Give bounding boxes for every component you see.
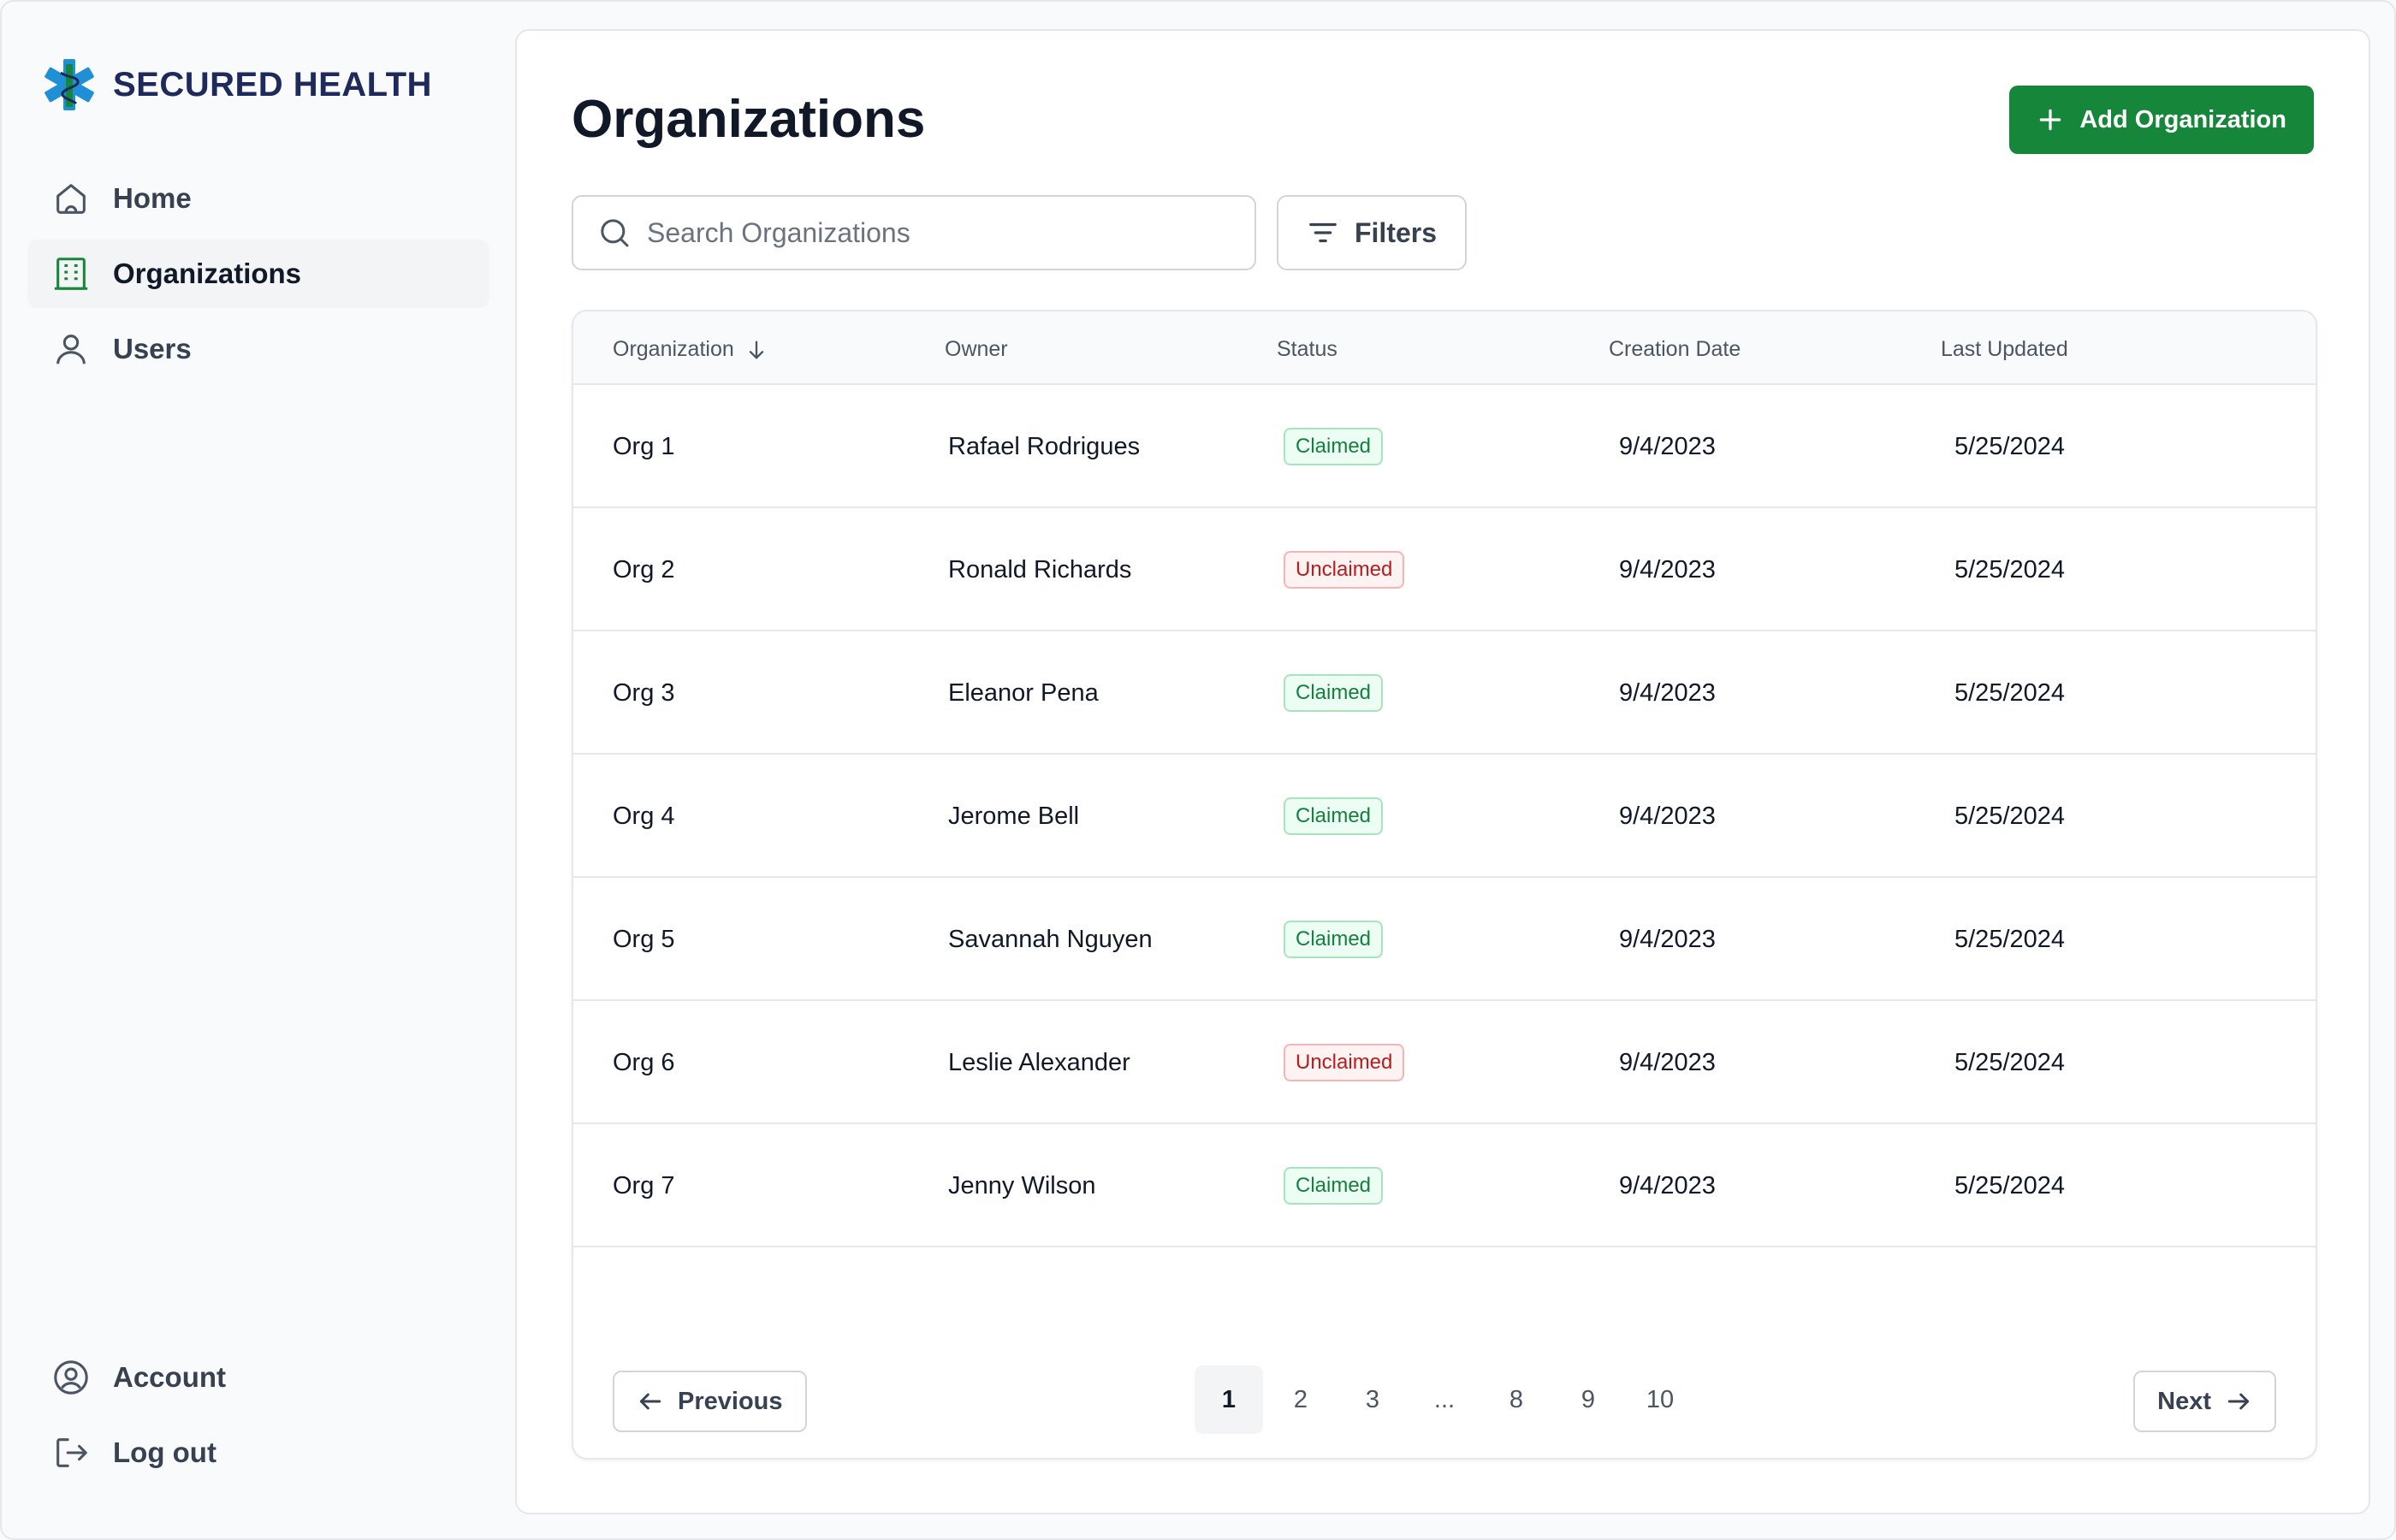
column-last-updated[interactable]: Last Updated	[1941, 337, 2068, 361]
cell-owner: Rafael Rodrigues	[948, 433, 1141, 460]
arrow-left-icon	[639, 1393, 661, 1410]
cell-creation-date: 9/4/2023	[1619, 926, 1716, 953]
status-badge: Unclaimed	[1284, 1044, 1405, 1081]
arrow-right-icon	[2227, 1393, 2250, 1410]
status-badge: Claimed	[1284, 674, 1384, 712]
search-icon	[601, 219, 629, 247]
table-row[interactable]: Org 4 Jerome Bell Claimed 9/4/2023 5/25/2024	[573, 755, 2316, 878]
medical-star-icon	[44, 59, 94, 110]
next-page-button[interactable]: Next	[2133, 1371, 2276, 1432]
logout-icon	[56, 1438, 87, 1467]
previous-label: Previous	[678, 1387, 783, 1415]
cell-organization: Org 3	[613, 679, 675, 707]
main-panel: Organizations Add Organization Filters	[515, 29, 2370, 1514]
sidebar-item-label: Users	[113, 333, 192, 364]
sidebar-item-organizations[interactable]: Organizations	[27, 240, 489, 308]
building-icon	[54, 258, 88, 290]
table-row[interactable]: Org 7 Jenny Wilson Claimed 9/4/2023 5/25/202…	[573, 1124, 2316, 1247]
cell-organization: Org 2	[613, 556, 675, 583]
page-title: Organizations	[572, 90, 926, 149]
home-icon	[56, 184, 86, 214]
cell-creation-date: 9/4/2023	[1619, 1049, 1716, 1076]
cell-last-updated: 5/25/2024	[1954, 556, 2066, 583]
cell-creation-date: 9/4/2023	[1619, 679, 1716, 707]
page-number-button[interactable]: 10	[1646, 1385, 1675, 1413]
column-creation-date[interactable]: Creation Date	[1609, 337, 1741, 361]
table-body: Org 1 Rafael Rodrigues Claimed 9/4/2023 5/25…	[573, 385, 2316, 1247]
status-badge: Claimed	[1284, 1167, 1384, 1205]
cell-organization: Org 4	[613, 803, 675, 830]
table-row[interactable]: Org 5 Savannah Nguyen Claimed 9/4/2023 5/25/…	[573, 878, 2316, 1001]
cell-last-updated: 5/25/2024	[1954, 1172, 2066, 1199]
search-input[interactable]	[647, 216, 1229, 249]
brand-logo[interactable]: SECURED HEALTH	[41, 56, 432, 113]
cell-owner: Leslie Alexander	[948, 1049, 1130, 1076]
page-number-button[interactable]: 8	[1509, 1385, 1524, 1413]
cell-organization: Org 1	[613, 433, 675, 460]
cell-creation-date: 9/4/2023	[1619, 433, 1716, 460]
cell-creation-date: 9/4/2023	[1619, 556, 1716, 583]
search-box[interactable]	[572, 195, 1256, 270]
table-header: Organization Owner Status Creation Date …	[573, 311, 2316, 385]
add-organization-label: Add Organization	[2079, 105, 2286, 133]
add-organization-button[interactable]: Add Organization	[2009, 86, 2314, 154]
table-row[interactable]: Org 1 Rafael Rodrigues Claimed 9/4/2023 5/25…	[573, 385, 2316, 508]
status-badge: Claimed	[1284, 428, 1384, 465]
cell-last-updated: 5/25/2024	[1954, 1049, 2066, 1076]
plus-icon	[2040, 109, 2061, 131]
sidebar-item-logout[interactable]: Log out	[27, 1419, 489, 1487]
cell-last-updated: 5/25/2024	[1954, 433, 2066, 460]
sidebar-item-home[interactable]: Home	[27, 164, 489, 233]
cell-owner: Savannah Nguyen	[948, 926, 1153, 953]
filters-label: Filters	[1354, 216, 1438, 248]
cell-last-updated: 5/25/2024	[1954, 926, 2066, 953]
cell-last-updated: 5/25/2024	[1954, 679, 2066, 707]
sidebar-item-label: Organizations	[113, 258, 302, 289]
bottom-nav: Account Log out	[27, 1343, 489, 1494]
previous-page-button[interactable]: Previous	[613, 1371, 807, 1432]
page-number-button[interactable]: 1	[1195, 1365, 1263, 1434]
organizations-table: Organization Owner Status Creation Date …	[572, 310, 2317, 1460]
main-nav: Home Organizations Users	[27, 164, 489, 390]
cell-last-updated: 5/25/2024	[1954, 803, 2066, 830]
cell-creation-date: 9/4/2023	[1619, 1172, 1716, 1199]
cell-creation-date: 9/4/2023	[1619, 803, 1716, 830]
pagination-pages: 1 2 3... 8 9 10	[1195, 1365, 1694, 1434]
status-badge: Claimed	[1284, 921, 1384, 958]
page-number-button[interactable]: 2	[1293, 1385, 1308, 1413]
account-icon	[54, 1360, 88, 1395]
filter-lines-icon	[1309, 222, 1337, 243]
column-owner[interactable]: Owner	[945, 337, 1008, 361]
table-row[interactable]: Org 3 Eleanor Pena Claimed 9/4/2023 5/25/202…	[573, 631, 2316, 755]
status-badge: Claimed	[1284, 797, 1384, 835]
cell-organization: Org 7	[613, 1172, 675, 1199]
page-number-button[interactable]: 9	[1581, 1385, 1596, 1413]
table-row[interactable]: Org 6 Leslie Alexander Unclaimed 9/4/2023 5/…	[573, 1001, 2316, 1124]
cell-organization: Org 6	[613, 1049, 675, 1076]
cell-owner: Ronald Richards	[948, 556, 1132, 583]
brand-name: SECURED HEALTH	[113, 65, 432, 104]
cell-owner: Jerome Bell	[948, 803, 1080, 830]
column-organization[interactable]: Organization	[613, 337, 768, 362]
pagination-ellipsis: ...	[1433, 1385, 1456, 1413]
status-badge: Unclaimed	[1284, 551, 1405, 589]
sidebar: SECURED HEALTH Home Organizations	[27, 53, 489, 1507]
column-status[interactable]: Status	[1277, 337, 1337, 361]
cell-owner: Eleanor Pena	[948, 679, 1099, 707]
sidebar-item-account[interactable]: Account	[27, 1343, 489, 1412]
table-row[interactable]: Org 2 Ronald Richards Unclaimed 9/4/2023 5/2…	[573, 508, 2316, 631]
next-label: Next	[2157, 1387, 2211, 1415]
sidebar-item-label: Log out	[113, 1436, 216, 1468]
cell-organization: Org 5	[613, 926, 675, 953]
sidebar-item-label: Home	[113, 182, 192, 214]
user-icon	[56, 335, 86, 364]
filters-button[interactable]: Filters	[1277, 195, 1467, 270]
page-number-button[interactable]: 3	[1365, 1385, 1380, 1413]
cell-owner: Jenny Wilson	[948, 1172, 1096, 1199]
sidebar-item-label: Account	[113, 1361, 226, 1393]
sidebar-item-users[interactable]: Users	[27, 315, 489, 383]
arrow-down-icon	[749, 341, 763, 358]
